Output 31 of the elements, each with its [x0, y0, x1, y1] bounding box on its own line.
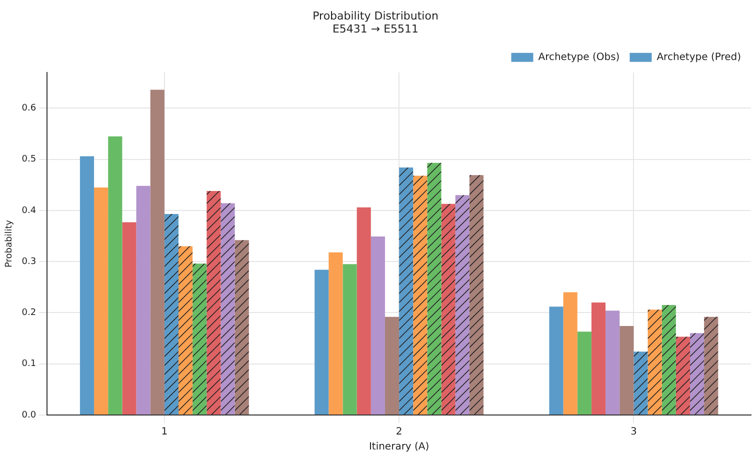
chart-title: Probability Distribution: [312, 9, 438, 22]
x-axis-title: Itinerary (A): [368, 442, 430, 453]
bar: [549, 306, 564, 414]
y-tick-label: 0.3: [22, 256, 36, 267]
bar: [136, 186, 150, 414]
x-tick-label: 2: [396, 426, 402, 438]
x-tick-label: 1: [161, 426, 168, 438]
bar: [94, 187, 108, 414]
chart-subtitle: E5431 → E5511: [332, 22, 419, 36]
x-tick-label: 3: [630, 426, 637, 438]
bar: [122, 222, 136, 414]
bar: [591, 302, 606, 414]
y-tick-label: 0.2: [22, 308, 36, 318]
bar: [342, 264, 357, 414]
y-tick-label: 0.0: [22, 410, 36, 420]
bar: [314, 270, 329, 414]
bar: [328, 252, 343, 414]
bar: [577, 332, 592, 414]
y-axis-title: Probability: [4, 219, 15, 268]
bar: [356, 207, 371, 414]
bar: [563, 292, 578, 414]
bar: [370, 236, 385, 414]
bar: [606, 310, 620, 414]
bar: [80, 156, 94, 414]
legend-label: Archetype (Pred): [656, 52, 742, 63]
y-tick-label: 0.5: [22, 154, 36, 165]
y-tick-label: 0.1: [22, 359, 36, 370]
y-tick-label: 0.4: [22, 206, 36, 216]
legend-label: Archetype (Obs): [538, 52, 620, 63]
y-tick-label: 0.6: [22, 104, 36, 114]
bar: [108, 136, 122, 414]
